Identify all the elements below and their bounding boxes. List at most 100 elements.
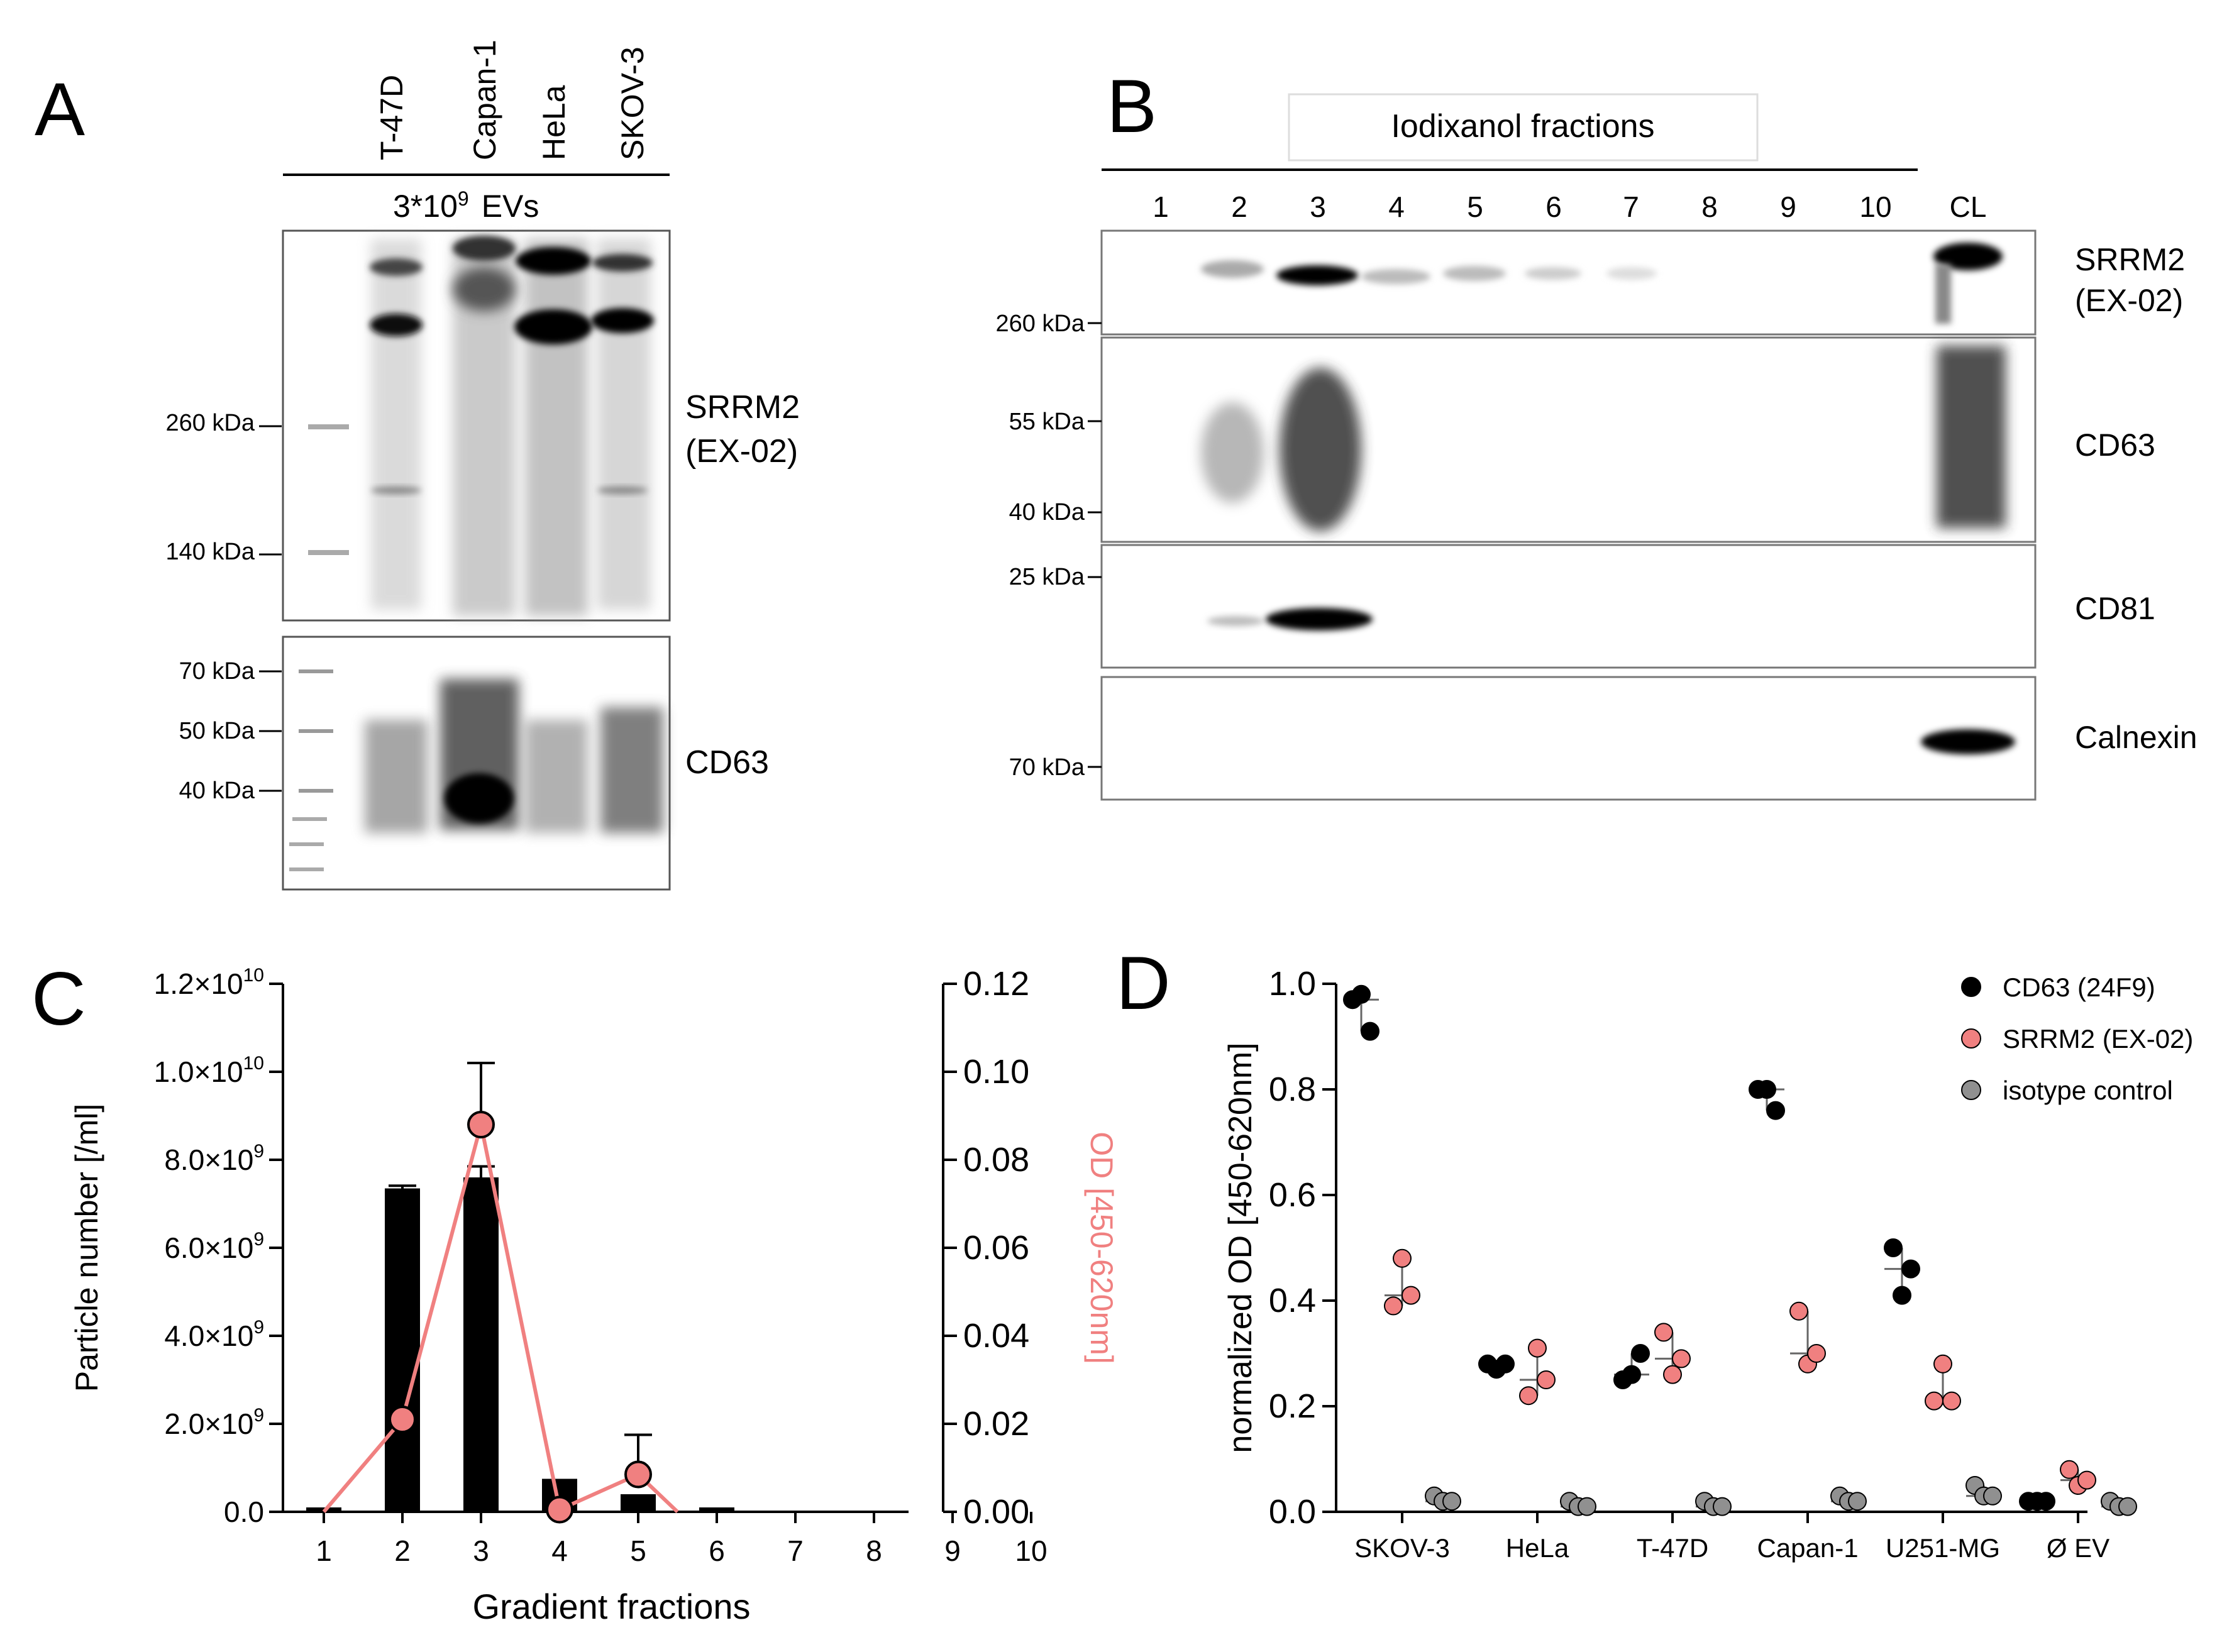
d-point (1933, 1354, 1952, 1374)
d-x-tick-label: T-47D (1637, 1533, 1708, 1563)
c-y-tick-label: 4.0×109 (164, 1317, 264, 1352)
c-bar (385, 1188, 420, 1512)
d-x-tick-label: U251-MG (1886, 1533, 2000, 1563)
d-point (2037, 1492, 2055, 1511)
d-point (1848, 1492, 1867, 1511)
c-y-tick-label: 2.0×109 (164, 1405, 264, 1440)
panel-b-letter: B (1107, 64, 1157, 148)
panel-b-blot1-label: (EX-02) (2075, 283, 2183, 318)
c-bar (463, 1177, 499, 1512)
d-point (1672, 1349, 1691, 1368)
d-point (1807, 1344, 1826, 1363)
d-point (1519, 1386, 1538, 1406)
panel-b-lane-label: 10 (1859, 190, 1891, 223)
panel-b-lane-label: 8 (1701, 190, 1718, 223)
panel-b-marker: 40 kDa (1009, 499, 1085, 526)
d-point (1942, 1391, 1961, 1411)
c-x-tick-label: 8 (866, 1534, 882, 1567)
d-point (1654, 1323, 1673, 1342)
c-x-tick-label: 6 (709, 1534, 725, 1567)
d-legend-label: CD63 (24F9) (2003, 972, 2155, 1002)
panel-b-header-box (1288, 93, 1759, 162)
panel-a-marker: 70 kDa (179, 658, 255, 685)
panel-d-letter: D (1116, 941, 1171, 1025)
panel-b-lane-label: 6 (1545, 190, 1562, 223)
panel-a-lane-label: HeLa (536, 85, 572, 160)
c-y-tick-label: 0.0 (224, 1495, 264, 1528)
panel-b-blot-srrm2 (1100, 229, 2037, 336)
c-y2-tick-label: 0.06 (963, 1229, 1029, 1267)
panel-a-marker: 40 kDa (179, 778, 255, 804)
c-y2-tick-label: 0.10 (963, 1053, 1029, 1091)
panel-a-lane-label: Capan-1 (467, 40, 502, 160)
panel-b-lane-label: 2 (1231, 190, 1247, 223)
d-x-tick-label: SKOV-3 (1354, 1533, 1450, 1563)
panel-a-blot1-label: (EX-02) (685, 433, 798, 470)
panel-b-lane-label: CL (1950, 190, 1987, 223)
c-y-tick-label: 1.2×1010 (154, 965, 264, 1000)
panel-b: B Iodixanol fractions 1 2 3 4 5 6 7 8 9 … (995, 64, 2198, 801)
d-point (1766, 1101, 1785, 1120)
c-x-tick-label: 5 (630, 1534, 646, 1567)
d-y-tick-label: 0.4 (1269, 1282, 1316, 1319)
d-point (1631, 1344, 1650, 1363)
d-point (2077, 1470, 2096, 1490)
d-point (1663, 1365, 1682, 1384)
panel-b-blot4-label: Calnexin (2075, 720, 2198, 755)
c-y-tick-label: 6.0×109 (164, 1229, 264, 1264)
c-x-axis-label: Gradient fractions (473, 1587, 751, 1626)
panel-a-lane-label: SKOV-3 (615, 47, 650, 160)
d-y-tick-label: 1.0 (1269, 965, 1316, 1003)
d-point (1901, 1259, 1920, 1279)
c-x-tick-label: 7 (787, 1534, 804, 1567)
d-y-axis-label: normalized OD [450-620nm] (1222, 1042, 1259, 1453)
panel-a-blot2-label: CD63 (685, 744, 769, 781)
panel-a-lane-label: T-47D (374, 75, 409, 160)
c-od-line (322, 1124, 679, 1514)
d-point (1384, 1296, 1403, 1316)
c-y2-tick-label: 0.02 (963, 1405, 1029, 1443)
panel-a-blot-cd63 (282, 636, 671, 891)
panel-a-blot1-label: SRRM2 (685, 389, 800, 426)
panel-b-lane-label: 1 (1153, 190, 1169, 223)
panel-a-blot-srrm2 (282, 229, 671, 622)
panel-d-chart: D 0.0 0.2 0.4 0.6 0.8 1.0 SKOV-3 HeLa T-47D Capan… (1116, 941, 2193, 1563)
panel-b-lane-label: 7 (1623, 190, 1639, 223)
c-od-point (546, 1495, 573, 1524)
d-point (1578, 1497, 1596, 1516)
d-legend-marker (1961, 977, 1981, 997)
d-point (1622, 1365, 1641, 1384)
d-point (1361, 1021, 1379, 1041)
panel-b-marker: 260 kDa (995, 311, 1085, 337)
d-point (1983, 1486, 2002, 1506)
c-y2-tick-label: 0.12 (963, 965, 1029, 1003)
panel-b-marker: 25 kDa (1009, 564, 1085, 590)
d-y-tick-label: 0.0 (1269, 1493, 1316, 1531)
panel-a-load-label: 3*109 EVs (393, 187, 539, 224)
panel-b-blot-cd63 (1100, 336, 2037, 543)
d-point (1884, 1238, 1903, 1257)
d-point (1401, 1286, 1420, 1305)
panel-b-lane-label: 3 (1310, 190, 1326, 223)
panel-a: A T-47D Capan-1 HeLa SKOV-3 3*109 EVs (35, 40, 800, 891)
d-point (1393, 1248, 1412, 1268)
c-y2-tick-label: 0.00 (963, 1493, 1029, 1531)
d-point (1893, 1286, 1911, 1305)
d-x-tick-label: Capan-1 (1757, 1533, 1858, 1563)
c-bar (621, 1494, 656, 1512)
panel-b-header: Iodixanol fractions (1391, 108, 1654, 145)
panel-b-marker: 55 kDa (1009, 409, 1085, 435)
d-point (1352, 984, 1371, 1004)
panel-a-letter: A (35, 67, 85, 151)
panel-b-lane-label: 5 (1467, 190, 1483, 223)
d-legend-label: SRRM2 (EX-02) (2003, 1024, 2193, 1054)
c-y-tick-label: 8.0×109 (164, 1141, 264, 1176)
d-x-tick-label: Ø EV (2047, 1533, 2109, 1563)
c-x-tick-label: 2 (394, 1534, 411, 1567)
c-y2-tick-label: 0.08 (963, 1141, 1029, 1179)
c-x-tick-label: 4 (551, 1534, 568, 1567)
d-y-tick-label: 0.8 (1269, 1071, 1316, 1108)
d-point (1496, 1354, 1515, 1374)
c-od-point (467, 1111, 495, 1138)
